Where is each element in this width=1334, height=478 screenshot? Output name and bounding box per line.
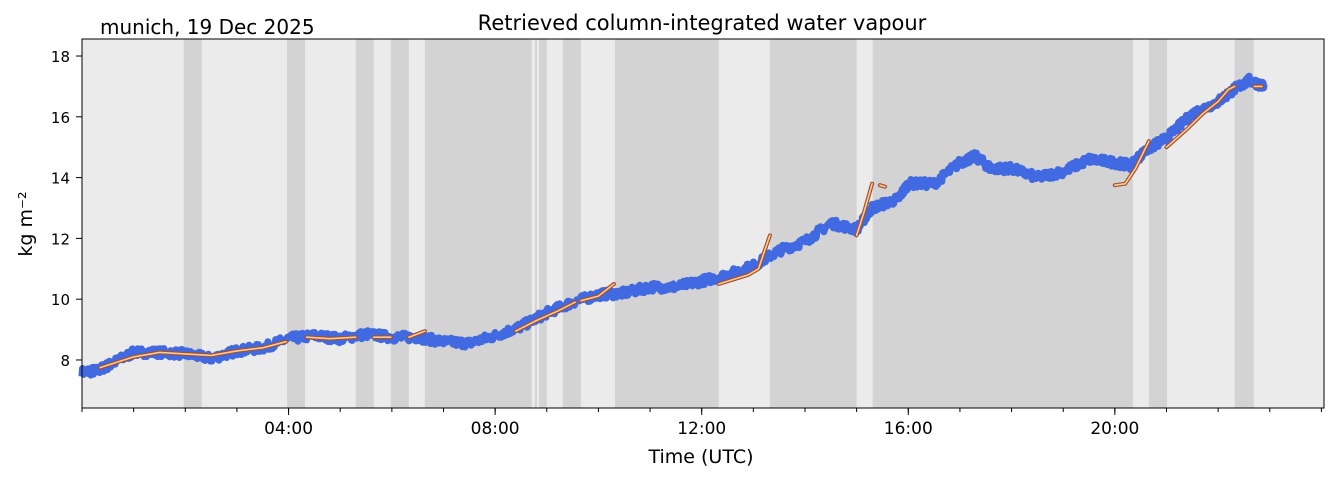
y-axis-label: kg m⁻² — [15, 191, 37, 256]
x-tick-label: 20:00 — [1090, 419, 1139, 439]
y-tick-label: 18 — [51, 48, 70, 66]
smoothed-segment — [879, 184, 886, 188]
y-tick-label: 10 — [51, 291, 70, 309]
shaded-period — [287, 39, 306, 408]
x-tick-label: 08:00 — [471, 419, 520, 439]
shaded-period — [390, 39, 409, 408]
smoothed-segment — [580, 283, 615, 302]
smoothed-segment — [718, 234, 771, 285]
shaded-period — [355, 39, 374, 408]
shaded-period — [424, 39, 532, 408]
shaded-period — [872, 39, 1133, 408]
shaded-period — [1234, 39, 1254, 408]
shaded-period — [614, 39, 719, 408]
chart-subtitle: munich, 19 Dec 2025 — [100, 15, 315, 39]
y-tick-label: 16 — [51, 109, 70, 127]
smoothed-segment — [855, 182, 873, 237]
smoothed-segment — [1114, 140, 1150, 186]
x-axis-label: Time (UTC) — [647, 446, 753, 468]
x-tick-label: 16:00 — [884, 419, 933, 439]
smoothed-segment — [1165, 85, 1236, 148]
shaded-period — [539, 39, 547, 408]
plot-frame — [81, 38, 1325, 409]
chart-title: Retrieved column-integrated water vapour — [478, 11, 927, 35]
smoothed-segment — [515, 301, 576, 332]
y-tick-label: 14 — [51, 170, 70, 188]
y-tick-label: 12 — [51, 230, 70, 248]
x-tick-label: 04:00 — [264, 419, 313, 439]
smoothed-segment — [408, 330, 426, 338]
retrieval-series — [78, 72, 1268, 379]
x-tick-label: 12:00 — [677, 419, 726, 439]
y-tick-label: 8 — [60, 352, 70, 370]
shaded-period — [534, 39, 537, 408]
shaded-period — [562, 39, 581, 408]
shaded-period — [1148, 39, 1168, 408]
smoothed-segment — [99, 340, 287, 369]
smoothed-segment — [305, 336, 357, 340]
shaded-period — [183, 39, 202, 408]
